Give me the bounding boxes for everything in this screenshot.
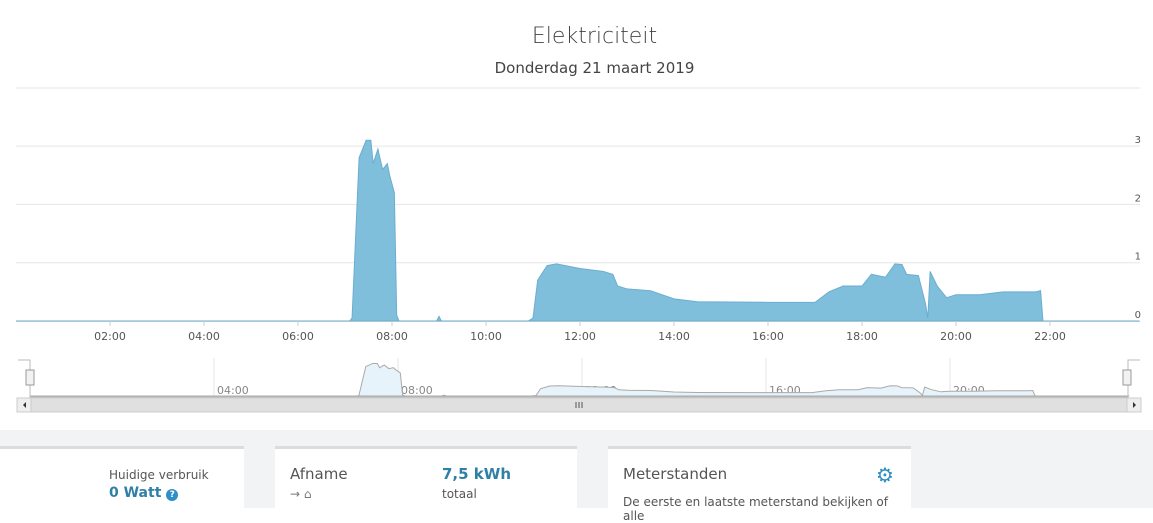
x-tick-label: 14:00	[658, 330, 690, 343]
afname-title: Afname	[290, 465, 348, 483]
y-tick-label: 0	[1135, 310, 1141, 321]
navigator-tick-label: 04:00	[217, 384, 249, 397]
current-usage-label: Huidige verbruik	[109, 468, 209, 482]
chart-title: Elektriciteit	[531, 24, 658, 49]
x-tick-label: 16:00	[752, 330, 784, 343]
y-tick-label: 2	[1135, 193, 1141, 204]
x-tick-label: 02:00	[94, 330, 126, 343]
summary-panel: Huidige verbruik 0 Watt ? Afname → ⌂ 7,5…	[0, 430, 1153, 523]
arrow-home-icon: → ⌂	[290, 487, 312, 501]
navigator-handle[interactable]	[1122, 369, 1132, 386]
x-tick-label: 10:00	[470, 330, 502, 343]
x-tick-label: 20:00	[940, 330, 972, 343]
navigator-handle[interactable]	[25, 369, 35, 386]
x-tick-label: 06:00	[282, 330, 314, 343]
meterstanden-card: Meterstanden ⚙ De eerste en laatste mete…	[608, 446, 911, 523]
scrollbar-grip-icon	[575, 402, 583, 408]
y-tick-label: 1	[1135, 252, 1141, 263]
x-tick-label: 18:00	[846, 330, 878, 343]
chart: 0 1 2 3 02:00 04:00 06:00 08:00 10:00 12:00 14:00 1…	[16, 87, 1142, 413]
x-tick-label: 12:00	[564, 330, 596, 343]
scroll-right-arrow-icon[interactable]	[1133, 402, 1136, 408]
afname-card: Afname → ⌂ 7,5 kWh totaal	[275, 446, 577, 511]
navigator-outline	[18, 359, 1140, 398]
chart-subtitle: Donderdag 21 maart 2019	[494, 59, 695, 77]
series-area	[16, 139, 1140, 322]
gear-icon[interactable]: ⚙	[876, 463, 894, 487]
navigator-series	[30, 362, 1130, 397]
help-icon[interactable]: ?	[166, 489, 179, 501]
x-tick-label: 04:00	[188, 330, 220, 343]
meterstanden-title: Meterstanden	[623, 465, 728, 483]
navigator-tick-label: 08:00	[401, 384, 433, 397]
afname-value: 7,5 kWh	[442, 465, 511, 483]
afname-sub: totaal	[442, 487, 477, 501]
current-usage-card: Huidige verbruik 0 Watt ?	[0, 446, 244, 511]
x-tick-label: 08:00	[376, 330, 408, 343]
y-tick-label: 3	[1135, 135, 1141, 146]
x-tick-label: 22:00	[1034, 330, 1066, 343]
current-usage-value: 0 Watt ?	[109, 485, 179, 501]
meterstanden-text: De eerste en laatste meterstand bekijken…	[623, 495, 888, 523]
scroll-left-arrow-icon[interactable]	[23, 402, 26, 408]
